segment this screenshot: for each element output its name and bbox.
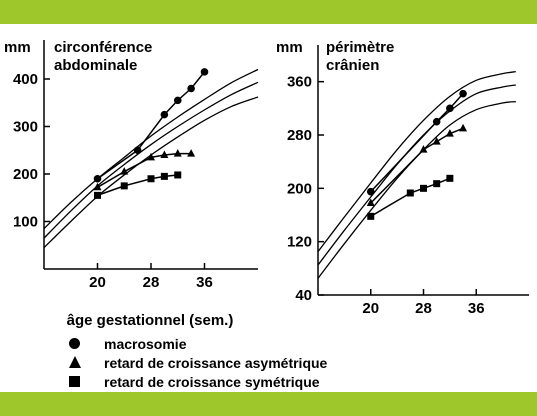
legend-item-asymmetric-growth-restriction: retard de croissance asymétrique bbox=[64, 353, 464, 372]
reference-curve bbox=[317, 71, 516, 253]
legend-item-macrosomia: macrosomie bbox=[64, 334, 464, 353]
triangle-data-point bbox=[160, 150, 169, 158]
y-axis-unit-label: mm bbox=[4, 39, 31, 56]
triangle-data-point bbox=[120, 167, 129, 175]
circle-marker-icon bbox=[69, 338, 80, 349]
x-tick-label: 28 bbox=[143, 274, 160, 291]
chart-head-circumference: mm périmètre crânien 20 28 36 40 120 200 280 36… bbox=[276, 39, 529, 317]
chart-title-line-1: périmètre bbox=[326, 39, 394, 56]
reference-curve bbox=[43, 81, 259, 239]
reference-curve bbox=[43, 68, 259, 230]
chart-title-line-1: circonférence bbox=[54, 39, 152, 56]
square-data-point bbox=[420, 184, 427, 192]
triangle-data-point bbox=[432, 137, 441, 145]
circle-data-point bbox=[446, 104, 454, 113]
circle-data-point bbox=[366, 187, 375, 196]
square-data-point bbox=[94, 191, 101, 199]
y-tick-label: 400 bbox=[13, 71, 38, 88]
circle-data-point bbox=[173, 96, 182, 105]
square-data-point bbox=[367, 212, 375, 220]
square-data-point bbox=[433, 180, 441, 188]
triangle-marker-icon bbox=[69, 356, 81, 368]
x-axis-label: âge gestationnel (sem.) bbox=[67, 312, 234, 329]
top-color-band bbox=[0, 0, 537, 24]
legend-label: macrosomie bbox=[104, 335, 187, 352]
y-tick-label: 40 bbox=[295, 287, 312, 304]
legend-label: retard de croissance symétrique bbox=[104, 373, 320, 390]
circle-data-point bbox=[160, 110, 169, 119]
reference-curve bbox=[43, 96, 259, 249]
triangle-data-point bbox=[366, 198, 375, 206]
legend: macrosomie retard de croissance asymétri… bbox=[64, 334, 464, 391]
y-axis-unit-label: mm bbox=[276, 39, 303, 56]
triangle-data-point bbox=[459, 123, 468, 132]
circle-data-point bbox=[187, 84, 195, 93]
chart-abdominal-circumference: mm circonférence abdominale 20 28 36 100 200… bbox=[4, 39, 259, 291]
circle-data-point bbox=[459, 89, 467, 98]
y-tick-label: 300 bbox=[13, 119, 38, 136]
chart-title-line-2: crânien bbox=[326, 57, 379, 74]
triangle-series-line bbox=[97, 152, 192, 188]
y-tick-label: 100 bbox=[13, 214, 38, 231]
triangle-data-point bbox=[173, 149, 182, 157]
square-data-point bbox=[406, 189, 414, 197]
y-tick-label: 120 bbox=[287, 234, 312, 251]
x-tick-label: 28 bbox=[415, 300, 432, 317]
chart-title-line-2: abdominale bbox=[54, 57, 137, 74]
x-tick-label: 20 bbox=[89, 274, 106, 291]
x-tick-label: 20 bbox=[362, 300, 379, 317]
triangle-data-point bbox=[93, 182, 102, 191]
square-data-point bbox=[174, 171, 182, 179]
triangle-data-point bbox=[187, 149, 196, 157]
bottom-color-band bbox=[0, 392, 537, 416]
triangle-data-point bbox=[445, 129, 454, 137]
legend-label: retard de croissance asymétrique bbox=[104, 354, 328, 371]
x-tick-label: 36 bbox=[468, 300, 485, 317]
square-data-point bbox=[120, 182, 128, 190]
reference-curve bbox=[317, 84, 516, 266]
square-data-point bbox=[160, 172, 168, 180]
square-data-point bbox=[147, 175, 155, 183]
square-data-point bbox=[446, 174, 454, 182]
circle-series-line bbox=[370, 93, 464, 193]
y-tick-label: 360 bbox=[287, 74, 312, 91]
legend-item-symmetric-growth-restriction: retard de croissance symétrique bbox=[64, 372, 464, 391]
circle-data-point bbox=[432, 117, 441, 126]
y-tick-label: 200 bbox=[13, 166, 38, 183]
x-tick-label: 36 bbox=[196, 274, 213, 291]
square-marker-icon bbox=[69, 376, 80, 387]
triangle-data-point bbox=[419, 145, 428, 153]
circle-data-point bbox=[133, 146, 142, 155]
circle-data-point bbox=[200, 68, 209, 76]
y-tick-label: 280 bbox=[287, 127, 312, 144]
triangle-data-point bbox=[147, 152, 155, 161]
circle-data-point bbox=[93, 174, 102, 183]
y-tick-label: 200 bbox=[287, 180, 312, 197]
